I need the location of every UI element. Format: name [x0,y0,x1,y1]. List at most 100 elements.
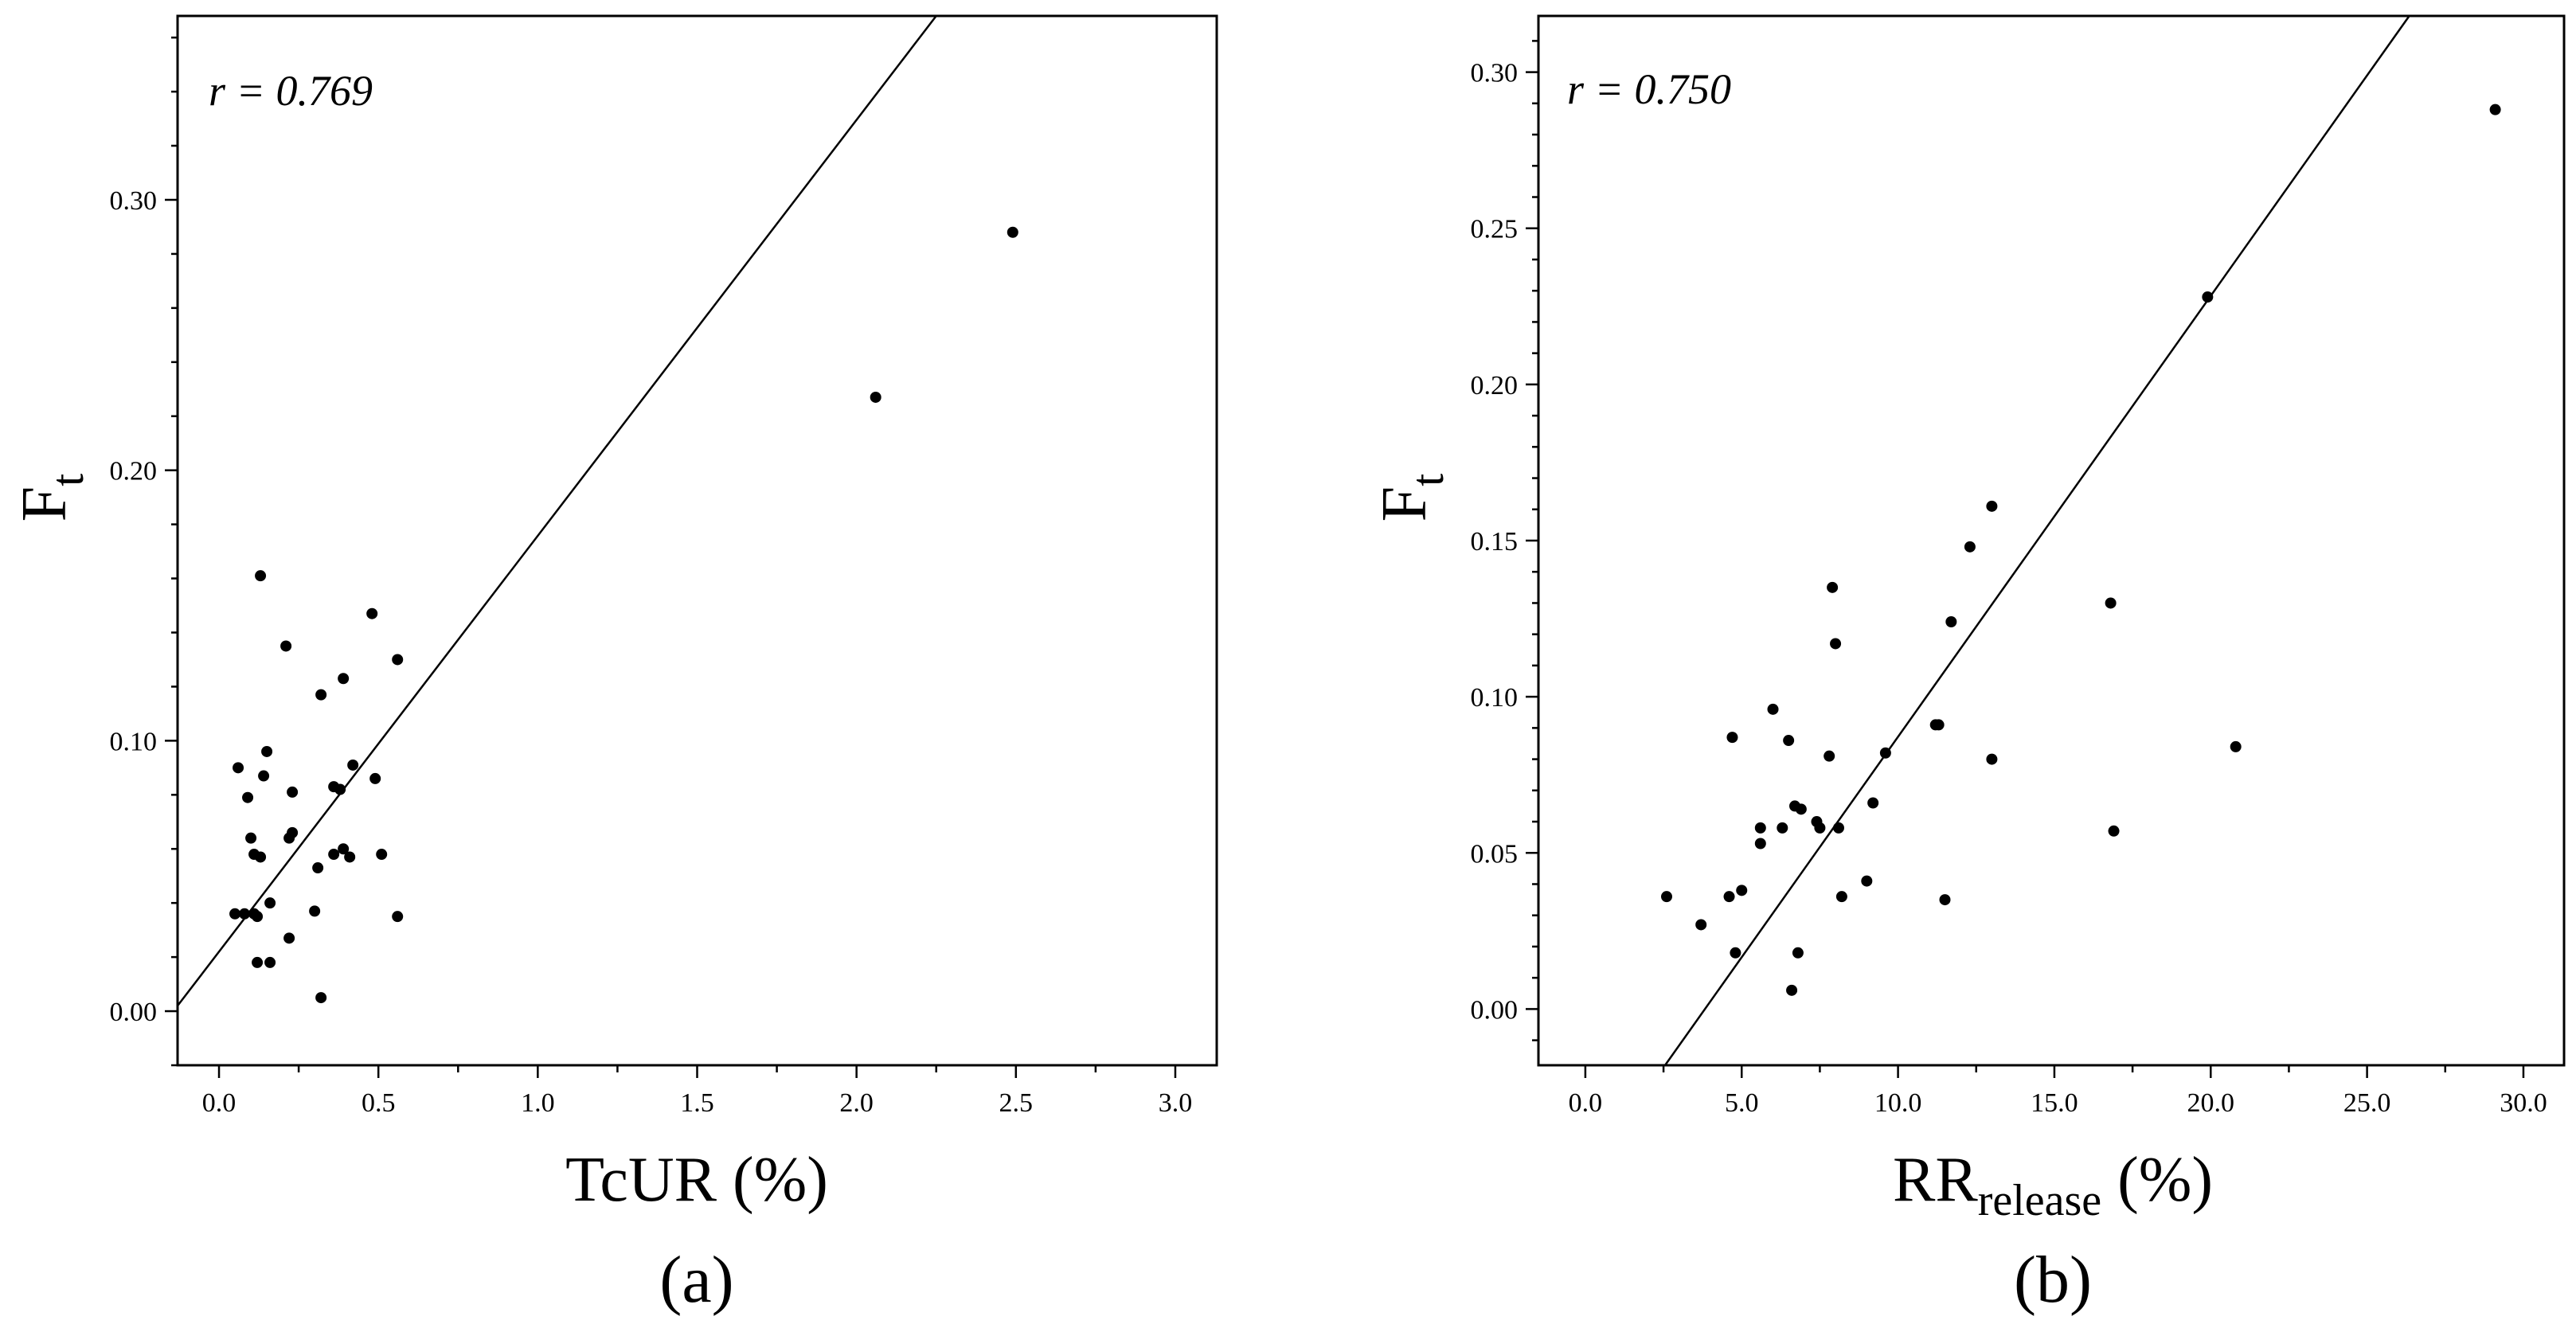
data-point [1945,615,1957,627]
y-tick-label: 0.30 [110,186,158,216]
data-point [261,745,273,757]
data-point [252,911,264,923]
data-point [242,791,254,803]
data-point [2202,291,2214,303]
y-tick-label: 0.10 [1471,683,1519,713]
data-point [1861,875,1873,887]
correlation-annotation-a: r = 0.769 [209,67,373,115]
y-tick-label: 0.20 [1471,371,1519,400]
points-a [229,226,1018,1004]
panel-a: 0.0 0.5 1.0 1.5 2.0 2.5 3.0 0.00 0.10 0.20 0.30 r … [10,14,1218,1317]
panel-label-b: (b) [2014,1243,2092,1317]
x-tick-label: 2.5 [999,1088,1034,1118]
data-point [1661,891,1672,903]
y-axis-label-b: Ft [1370,474,1453,522]
x-tick-label: 1.5 [680,1088,714,1118]
data-point [334,783,346,795]
data-point [1830,638,1842,650]
data-point [1867,797,1879,809]
data-point [233,762,244,774]
data-point [315,992,327,1004]
data-point [347,759,359,771]
data-point [2230,740,2242,752]
data-point [1964,541,1976,553]
data-point [338,843,350,855]
data-point [1939,894,1951,906]
panel-b: 0.0 5.0 10.0 15.0 20.0 25.0 30.0 0.00 0.05 0.10 0.… [1370,14,2566,1317]
data-point [344,851,356,863]
data-point [1730,947,1741,959]
data-point [338,673,350,685]
data-point [1835,891,1847,903]
data-point [1736,885,1748,896]
data-point [1786,984,1798,996]
y-tick-label: 0.10 [110,727,158,756]
data-point [392,654,404,666]
fit-line-a [177,15,937,1007]
correlation-annotation-b: r = 0.750 [1567,65,1731,113]
x-tick-label: 2.0 [839,1088,874,1118]
y-tick-label: 0.25 [1471,215,1519,244]
data-point [315,689,327,701]
y-tick-label: 0.00 [1471,995,1519,1025]
data-point [392,911,404,923]
data-point [252,956,264,968]
x-tick-label: 3.0 [1159,1088,1193,1118]
y-tick-label: 0.15 [1471,527,1519,557]
data-point [369,772,381,784]
points-b [1661,103,2501,996]
data-point [1754,822,1766,834]
data-point [287,826,299,838]
data-point [239,908,251,920]
data-point [2108,825,2120,837]
data-point [255,851,267,863]
panel-label-a: (a) [659,1243,733,1317]
data-point [309,905,321,917]
x-tick-label: 20.0 [2187,1088,2235,1118]
plot-frame-b [1537,14,2566,1067]
data-point [264,897,276,909]
data-point [245,832,257,844]
data-point [1986,500,1998,512]
data-point [229,908,241,920]
x-tick-label: 10.0 [1874,1088,1922,1118]
data-point [258,770,270,782]
tick-labels-b: 0.0 5.0 10.0 15.0 20.0 25.0 30.0 0.00 0.05 0.10 0.… [1471,59,2547,1118]
data-point [870,391,881,403]
x-tick-label: 1.0 [521,1088,555,1118]
data-point [1754,838,1766,849]
data-point [264,956,276,968]
data-point [2489,103,2501,115]
y-axis-label-a: Ft [10,474,93,522]
tick-labels-a: 0.0 0.5 1.0 1.5 2.0 2.5 3.0 0.00 0.10 0.20 0.30 [110,186,1193,1118]
data-point [1695,919,1707,931]
data-point [1726,732,1738,744]
x-tick-label: 25.0 [2343,1088,2391,1118]
x-axis-label-b: RRrelease (%) [1893,1145,2213,1225]
data-point [1986,753,1998,765]
data-point [1832,822,1844,834]
data-point [1792,947,1804,959]
x-axis-label-a: TcUR (%) [565,1145,828,1215]
plot-frame-a [176,14,1218,1067]
data-point [1795,803,1807,815]
data-point [1007,226,1018,238]
x-tick-label: 0.5 [362,1088,396,1118]
data-point [1777,822,1788,834]
data-point [1723,891,1735,903]
x-tick-label: 15.0 [2031,1088,2078,1118]
y-tick-label: 0.30 [1471,59,1519,88]
data-point [1783,735,1795,747]
data-point [312,862,324,874]
data-point [283,932,295,944]
data-point [366,607,378,619]
data-point [255,570,267,582]
x-tick-label: 5.0 [1725,1088,1759,1118]
data-point [280,640,292,652]
ticks-a [165,36,1177,1078]
y-tick-label: 0.20 [110,457,158,486]
y-tick-label: 0.05 [1471,839,1519,869]
x-tick-label: 0.0 [1569,1088,1603,1118]
data-point [376,849,388,861]
